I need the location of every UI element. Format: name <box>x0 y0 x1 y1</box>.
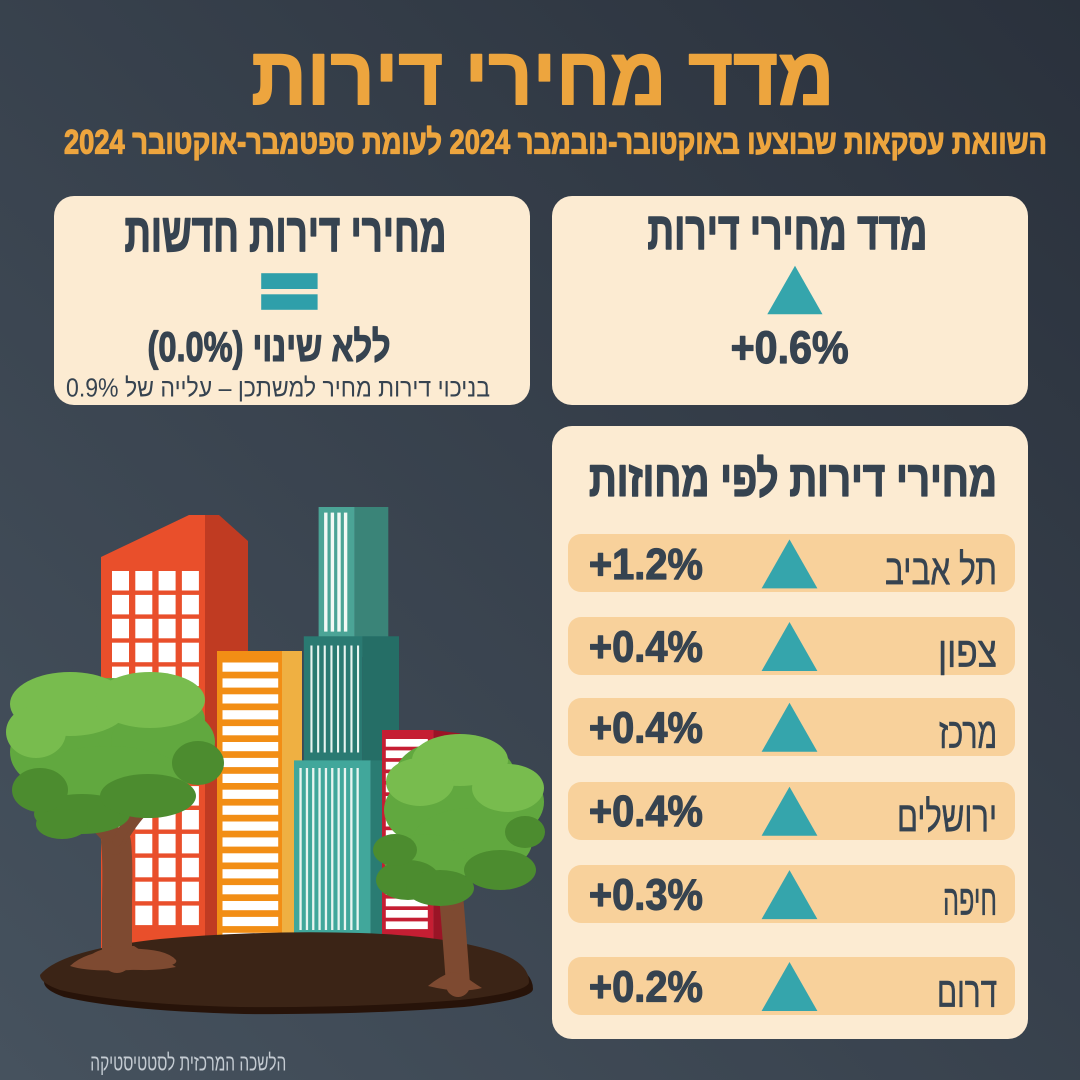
svg-text:מרכז: מרכז <box>939 710 997 758</box>
svg-text:+0.2%: +0.2% <box>589 963 703 1012</box>
svg-text:דרום: דרום <box>937 969 997 1017</box>
svg-text:+0.3%: +0.3% <box>589 871 703 920</box>
svg-text:מחירי דירות חדשות: מחירי דירות חדשות <box>125 203 447 263</box>
svg-text:ירושלים: ירושלים <box>897 794 997 842</box>
svg-text:חיפה: חיפה <box>943 877 997 925</box>
svg-text:השוואת עסקאות שבוצעו באוקטובר-: השוואת עסקאות שבוצעו באוקטובר-נובמבר 202… <box>64 124 1047 162</box>
svg-text:הלשכה המרכזית לסטטיסטיקה: הלשכה המרכזית לסטטיסטיקה <box>90 1050 286 1076</box>
svg-text:בניכוי דירות מחיר למשתכן – עלי: בניכוי דירות מחיר למשתכן – עלייה של 0.9% <box>66 373 490 403</box>
svg-text:תל אביב: תל אביב <box>885 546 997 594</box>
svg-text:ללא שינוי (0.0%): ללא שינוי (0.0%) <box>147 323 390 370</box>
svg-text:+0.4%: +0.4% <box>589 703 703 752</box>
svg-text:+0.6%: +0.6% <box>731 322 849 373</box>
svg-text:צפון: צפון <box>938 629 997 677</box>
svg-text:+0.4%: +0.4% <box>589 787 703 836</box>
svg-text:מחירי דירות לפי מחוזות: מחירי דירות לפי מחוזות <box>589 451 997 507</box>
svg-text:+0.4%: +0.4% <box>589 623 703 672</box>
svg-text:מדד מחירי דירות: מדד מחירי דירות <box>647 202 927 261</box>
svg-text:+1.2%: +1.2% <box>589 540 703 589</box>
svg-text:מדד מחירי דירות: מדד מחירי דירות <box>251 31 834 122</box>
